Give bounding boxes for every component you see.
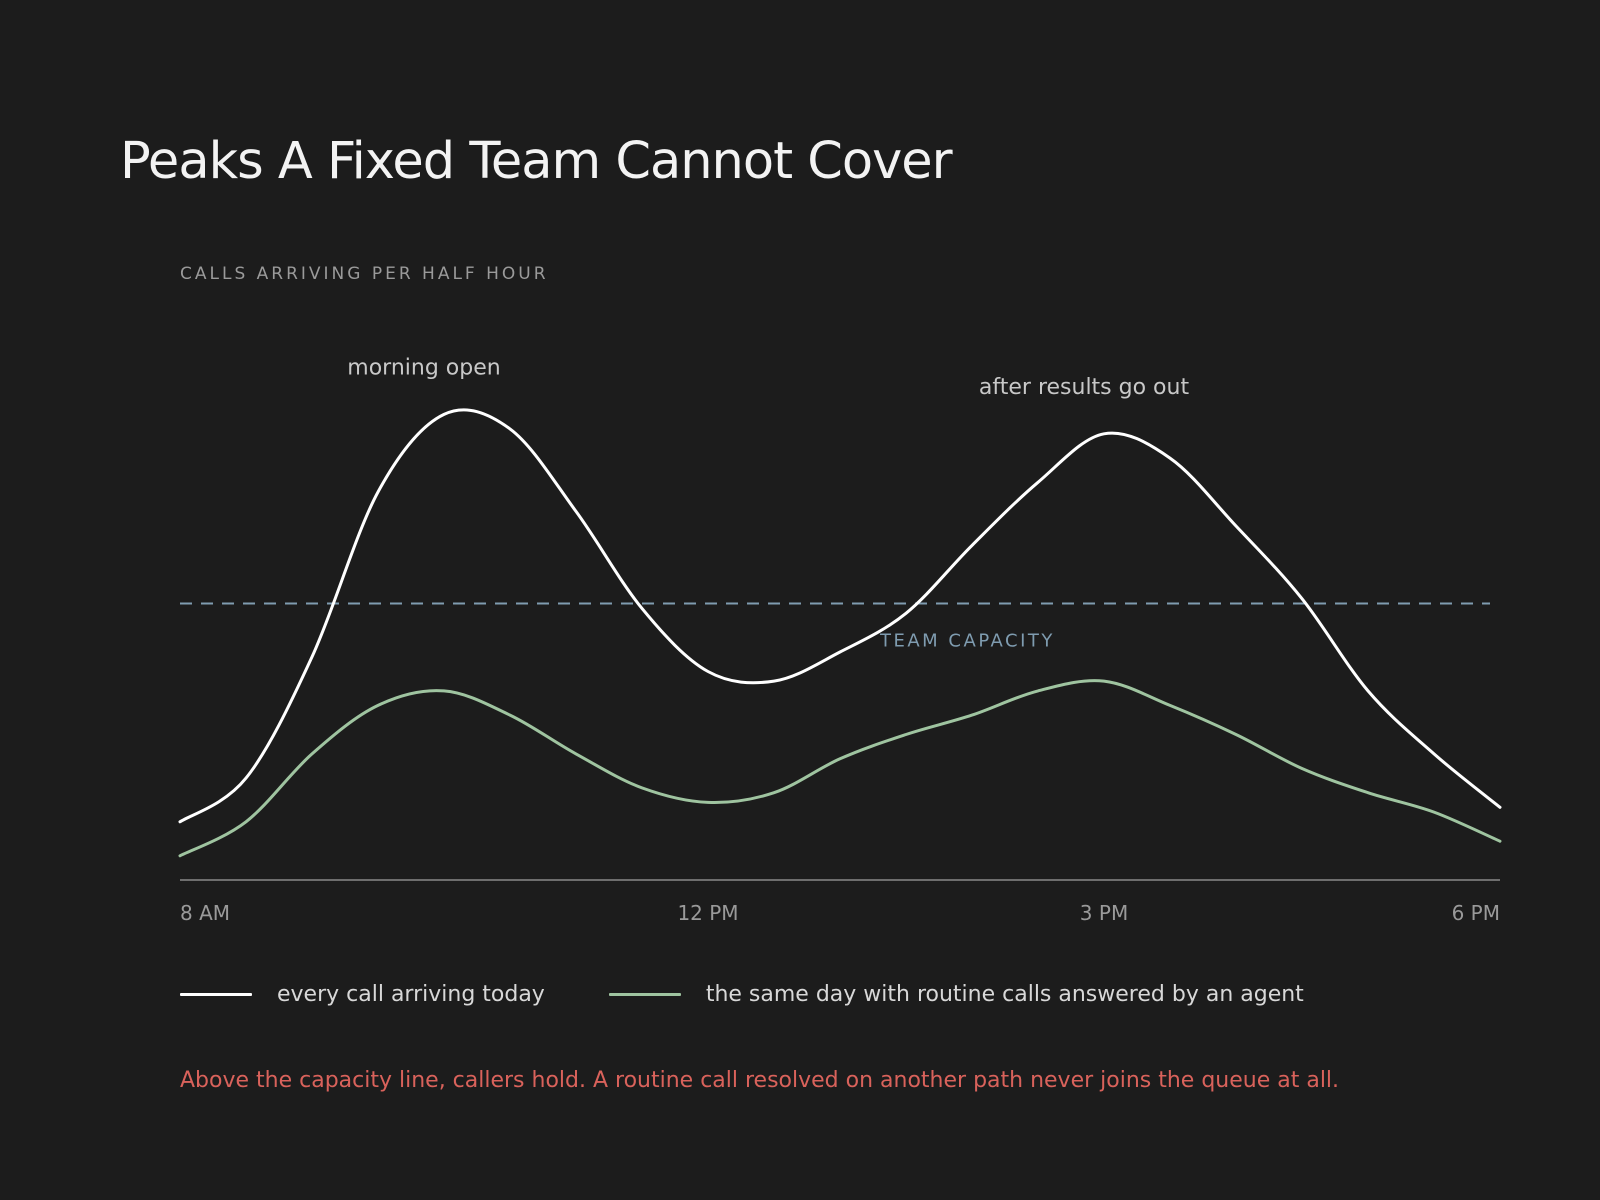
- legend-item-routine-answered: the same day with routine calls answered…: [608, 982, 1304, 1007]
- legend-label-routine-answered: the same day with routine calls answered…: [705, 982, 1304, 1007]
- footnote: Above the capacity line, callers hold. A…: [180, 1068, 1340, 1093]
- x-tick-label: 12 PM: [677, 901, 738, 925]
- legend-label-all-calls: every call arriving today: [277, 982, 545, 1007]
- series-line-all-calls: [178, 408, 1502, 824]
- x-tick-label: 3 PM: [1080, 901, 1128, 925]
- legend: every call arriving today the same day w…: [180, 982, 1368, 1007]
- annotation-label: morning open: [347, 355, 500, 380]
- legend-item-all-calls: every call arriving today: [180, 982, 545, 1007]
- legend-swatch-all-calls: [180, 993, 252, 996]
- x-tick-label: 8 AM: [180, 901, 230, 925]
- x-tick-label: 6 PM: [1452, 901, 1500, 925]
- y-axis-label: CALLS ARRIVING PER HALF HOUR: [180, 264, 549, 284]
- series-line-routine-answered: [178, 679, 1502, 858]
- capacity-label: TEAM CAPACITY: [879, 631, 1055, 652]
- chart-title: Peaks A Fixed Team Cannot Cover: [120, 132, 953, 191]
- annotation-label: after results go out: [979, 375, 1190, 400]
- legend-swatch-routine-answered: [608, 993, 681, 996]
